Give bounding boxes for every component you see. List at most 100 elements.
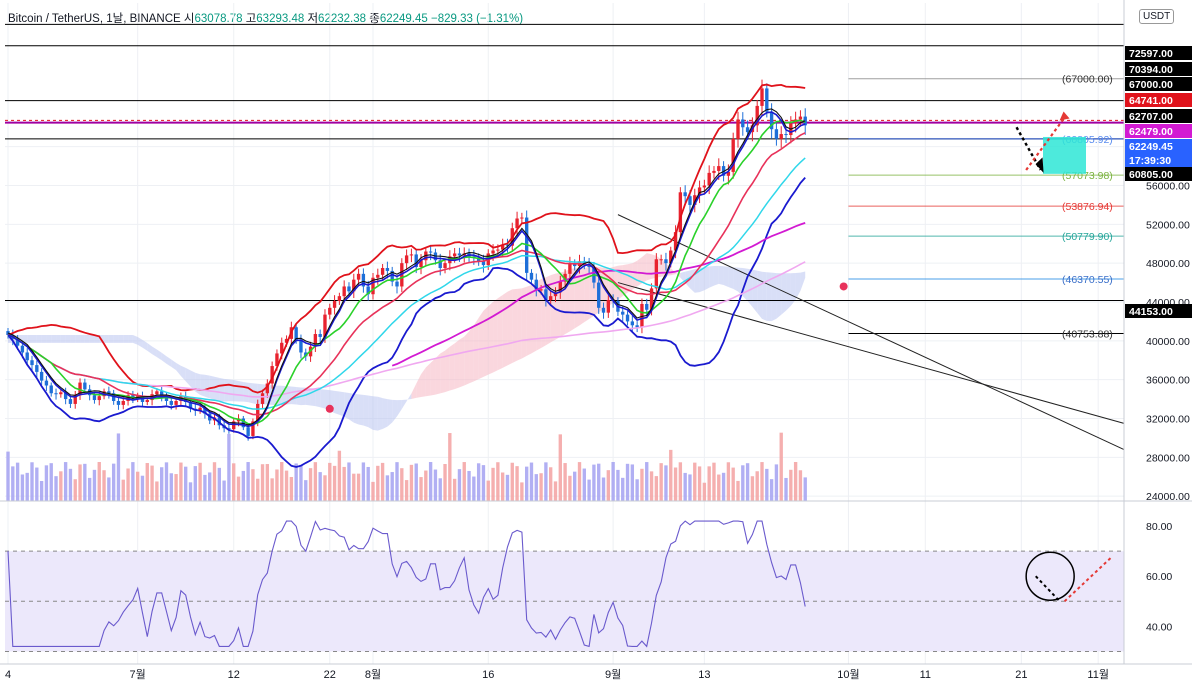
candle-body xyxy=(712,170,716,173)
volume-bar xyxy=(789,469,793,501)
candle-body xyxy=(164,396,169,402)
volume-bar xyxy=(726,462,731,501)
candle-body xyxy=(664,259,668,264)
candle-body xyxy=(457,253,462,256)
key-levels: (67000.00)(60805.92)(57073.98)(53876.94)… xyxy=(5,23,1124,341)
cloud-segment xyxy=(401,399,407,410)
candle-body xyxy=(726,171,731,176)
cloud-segment xyxy=(368,395,373,430)
volume-bar xyxy=(563,463,567,501)
cloud-segment xyxy=(137,336,143,348)
volume-bar xyxy=(217,467,221,501)
volume-bar xyxy=(645,462,649,501)
candle-body xyxy=(707,172,711,186)
volume-bar xyxy=(49,463,53,501)
volume-bar xyxy=(35,467,39,501)
volume-bar xyxy=(83,463,87,501)
candle-body xyxy=(390,270,394,282)
candle-body xyxy=(366,286,370,295)
candle-body xyxy=(188,401,193,409)
volume-bar xyxy=(472,476,476,501)
candle-body xyxy=(688,196,692,205)
volume-bar xyxy=(798,470,803,501)
candle-body xyxy=(693,195,697,205)
candle-body xyxy=(601,307,606,313)
volume-bar xyxy=(400,468,404,501)
candle-body xyxy=(481,261,486,266)
cloud-segment xyxy=(737,267,743,297)
ma-5 xyxy=(7,111,806,428)
cloud-segment xyxy=(123,335,129,343)
volume-bar xyxy=(688,474,692,501)
price-label: 64741.00 xyxy=(1129,95,1173,107)
cloud-segment xyxy=(80,335,85,343)
candle-body xyxy=(328,307,332,315)
cloud-segment xyxy=(142,339,148,351)
volume-bar xyxy=(371,481,375,501)
cloud-segment xyxy=(709,265,714,288)
volume-bar xyxy=(318,472,322,501)
price-label-box xyxy=(1125,124,1192,138)
candle-body xyxy=(203,407,207,414)
cloud-segment xyxy=(214,376,220,402)
candle-body xyxy=(544,289,548,301)
candle-body xyxy=(539,289,543,291)
candle-body xyxy=(246,427,250,436)
high-label: 고 xyxy=(245,13,257,25)
cloud-segment xyxy=(252,383,258,405)
cloud-segment xyxy=(421,367,426,398)
candle-body xyxy=(568,263,572,274)
candle-body xyxy=(673,232,678,251)
candle-body xyxy=(126,395,130,402)
volume-bar xyxy=(63,462,68,501)
candle-body xyxy=(284,338,289,343)
bollinger-lower xyxy=(7,177,806,468)
volume-bar xyxy=(654,476,659,501)
volume-bar xyxy=(150,465,154,501)
highlight-box xyxy=(1043,136,1086,174)
cloud-segment xyxy=(190,370,196,392)
ma-20 xyxy=(7,132,806,416)
price-label: 62479.00 xyxy=(1129,126,1173,138)
candle-body xyxy=(452,253,457,257)
cloud-segment xyxy=(89,335,95,343)
candle-body xyxy=(198,407,202,411)
cloud-segment xyxy=(680,271,686,283)
rsi-pane xyxy=(0,500,1192,652)
candle-body xyxy=(683,192,687,197)
candle-body xyxy=(87,389,92,396)
volume-bar xyxy=(664,465,668,501)
volume-bar xyxy=(693,462,697,501)
candle-body xyxy=(294,327,298,340)
candle-body xyxy=(597,282,601,308)
fib-label: (53876.94) xyxy=(1062,201,1113,213)
volume-bar xyxy=(328,462,332,501)
cloud-segment xyxy=(757,270,763,319)
cloud-segment xyxy=(713,265,719,286)
volume-bar xyxy=(361,462,366,501)
volume-bar xyxy=(241,470,246,501)
candle-body xyxy=(803,116,807,126)
volume-bar xyxy=(486,480,490,501)
currency-selector[interactable]: USDT xyxy=(1139,9,1175,24)
volume-bar xyxy=(491,467,495,501)
candle-body xyxy=(371,277,375,295)
candle-body xyxy=(376,274,380,278)
volume-bar xyxy=(260,464,265,501)
candle-body xyxy=(332,301,337,308)
up-arrow-head xyxy=(1059,111,1070,121)
cross-marker xyxy=(325,404,334,413)
cloud-segment xyxy=(228,379,234,402)
volume-bar xyxy=(332,465,337,501)
volume-bar xyxy=(222,480,226,501)
cloud-segment xyxy=(392,399,398,423)
candle-body xyxy=(784,134,788,136)
candle-body xyxy=(760,88,764,106)
volume-bar xyxy=(140,475,145,501)
cloud-segment xyxy=(762,271,767,321)
volume-bar xyxy=(304,480,308,501)
cloud-segment xyxy=(747,268,753,307)
cloud-segment xyxy=(128,335,133,343)
cloud-segment xyxy=(646,253,652,281)
